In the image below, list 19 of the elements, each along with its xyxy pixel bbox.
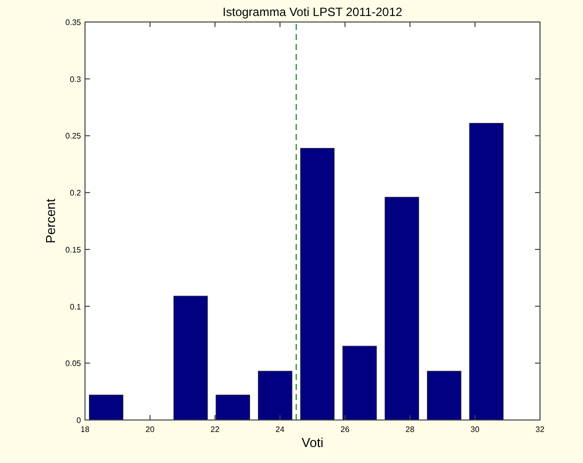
y-tick-label: 0.2	[70, 188, 82, 198]
x-tick-label: 26	[340, 425, 350, 434]
y-tick-label: 0.25	[65, 132, 82, 141]
x-axis-title: Voti	[302, 435, 324, 450]
x-tick-label: 24	[276, 425, 285, 434]
x-tick-label: 28	[406, 425, 415, 434]
x-tick-label: 18	[80, 425, 90, 434]
y-tick-label: 0.1	[70, 302, 82, 312]
y-tick-label: 0.35	[65, 18, 82, 27]
x-tick-label: 20	[146, 425, 155, 434]
y-tick-label: 0.05	[65, 359, 82, 368]
y-tick-label: 0	[76, 416, 82, 425]
y-axis-title: Percent	[43, 198, 58, 244]
x-tick-label: 22	[210, 425, 220, 434]
x-tick-label: 30	[470, 425, 480, 434]
x-tick-label: 32	[536, 425, 545, 434]
y-tick-label: 0.15	[65, 245, 82, 254]
chart-title: Istogramma Voti LPST 2011-2012	[222, 5, 403, 19]
y-tick-label: 0.3	[70, 74, 82, 84]
